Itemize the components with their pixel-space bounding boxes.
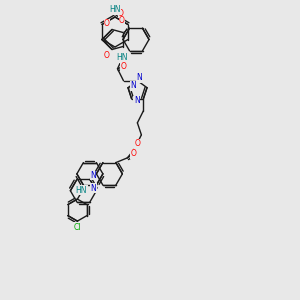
Text: O: O [118,8,124,17]
Text: HN: HN [76,186,87,195]
Text: HN: HN [109,5,121,14]
Text: N: N [91,184,96,193]
Text: Cl: Cl [74,223,81,232]
Text: O: O [104,19,110,28]
Text: O: O [121,62,126,71]
Text: N: N [136,73,142,82]
Text: O: O [130,149,136,158]
Text: N: N [130,81,136,90]
Text: O: O [134,139,140,148]
Text: O: O [104,51,110,60]
Text: HN: HN [116,53,127,62]
Text: O: O [119,16,125,25]
Text: N: N [134,96,140,105]
Text: N: N [90,171,96,180]
